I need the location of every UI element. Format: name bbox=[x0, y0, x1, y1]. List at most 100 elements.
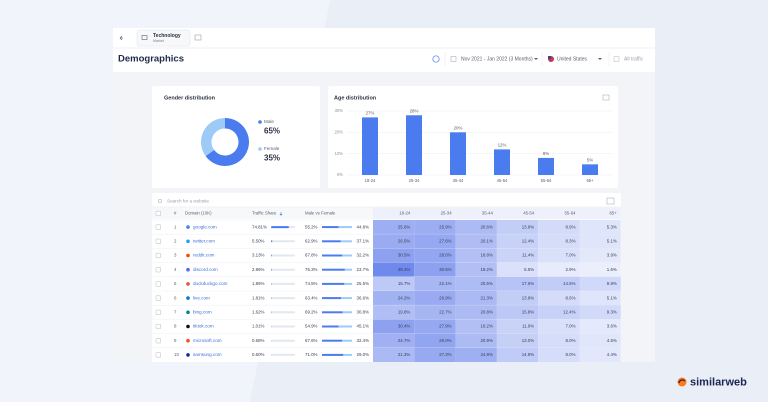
age-share: 5.1% bbox=[607, 238, 617, 243]
domain-link[interactable]: samsung.com bbox=[193, 352, 222, 357]
tab[interactable] bbox=[136, 29, 191, 47]
checkbox[interactable] bbox=[155, 224, 161, 230]
tab-subtitle: Market bbox=[153, 39, 164, 43]
checkbox[interactable] bbox=[155, 210, 161, 217]
domain-link[interactable]: microsoft.com bbox=[193, 338, 222, 343]
column-header[interactable]: Male vs Female bbox=[305, 211, 336, 216]
gender-card bbox=[152, 86, 320, 188]
bar bbox=[494, 149, 510, 175]
heatmap-cell bbox=[496, 305, 539, 320]
column-header[interactable]: 55-64 bbox=[565, 211, 577, 216]
legend-label: Male bbox=[264, 119, 274, 124]
age-share: 19.8% bbox=[398, 309, 411, 314]
traffic-icon bbox=[613, 56, 620, 62]
heatmap-cell bbox=[455, 333, 497, 348]
age-share: 2.9% bbox=[565, 267, 575, 272]
x-tick-label: 18-24 bbox=[365, 178, 376, 183]
share-track bbox=[271, 240, 295, 243]
legend-value: 65% bbox=[264, 127, 280, 136]
domain-link[interactable]: tiktok.com bbox=[193, 324, 214, 329]
domain-link[interactable]: duckduckgo.com bbox=[193, 281, 228, 286]
rank: 7 bbox=[174, 309, 177, 314]
heatmap-cell bbox=[579, 248, 621, 263]
heatmap-cell bbox=[579, 234, 621, 249]
age-share: 3.9% bbox=[607, 253, 617, 258]
traffic-share: 1.81% bbox=[252, 295, 265, 300]
checkbox[interactable] bbox=[155, 281, 161, 287]
checkbox[interactable] bbox=[155, 238, 161, 244]
heatmap-cell bbox=[496, 248, 539, 263]
back-button[interactable] bbox=[119, 35, 123, 41]
data-label: 8% bbox=[543, 151, 549, 156]
calendar-tab[interactable] bbox=[194, 34, 202, 41]
heatmap-cell bbox=[579, 319, 621, 334]
column-header[interactable]: 65+ bbox=[610, 211, 618, 216]
column-header[interactable]: 35-44 bbox=[482, 211, 494, 216]
female-share: 44.8% bbox=[357, 224, 370, 229]
data-label: 27% bbox=[366, 111, 375, 116]
heatmap-cell bbox=[414, 333, 456, 348]
checkbox[interactable] bbox=[155, 352, 161, 358]
age-share: 8.0% bbox=[565, 352, 575, 357]
age-share: 8.3% bbox=[565, 238, 575, 243]
age-share: 27.9% bbox=[439, 324, 452, 329]
heatmap-cell bbox=[373, 305, 415, 320]
heatmap-cell bbox=[414, 262, 456, 277]
rank: 10 bbox=[174, 352, 179, 357]
age-share: 13.0% bbox=[522, 338, 535, 343]
heatmap-cell bbox=[373, 220, 415, 235]
date-range[interactable]: Nov 2021 - Jan 2022 (3 Months) bbox=[461, 56, 533, 62]
checkbox[interactable] bbox=[155, 295, 161, 301]
female-share: 32.2% bbox=[357, 253, 370, 258]
heatmap-cell bbox=[414, 319, 456, 334]
column-header[interactable]: 18-24 bbox=[399, 211, 411, 216]
excel-export[interactable] bbox=[606, 197, 615, 205]
checkbox[interactable] bbox=[155, 267, 161, 273]
domain-link[interactable]: google.com bbox=[193, 224, 217, 229]
column-header: # bbox=[174, 211, 177, 216]
heatmap-cell bbox=[455, 220, 497, 235]
search-input[interactable]: Search for a website bbox=[167, 199, 209, 204]
age-share: 21.3% bbox=[480, 295, 493, 300]
male-bar bbox=[322, 325, 339, 328]
traffic-filter[interactable]: All traffic bbox=[624, 56, 644, 62]
domain-link[interactable]: twitter.com bbox=[193, 239, 215, 244]
heatmap-cell bbox=[373, 234, 415, 249]
age-header-cell bbox=[579, 207, 621, 219]
heatmap-cell bbox=[579, 305, 621, 320]
checkbox[interactable] bbox=[155, 309, 161, 315]
help-icon[interactable] bbox=[432, 55, 440, 63]
column-header[interactable]: Domain (10K) bbox=[185, 211, 212, 216]
domain-link[interactable]: bing.com bbox=[193, 310, 212, 315]
age-share: 19.2% bbox=[480, 324, 493, 329]
domain-link[interactable]: discord.com bbox=[193, 267, 218, 272]
domain-link[interactable]: live.com bbox=[193, 295, 210, 300]
column-header[interactable]: 45-54 bbox=[523, 211, 535, 216]
age-share: 25.9% bbox=[439, 224, 452, 229]
age-share: 27.6% bbox=[439, 238, 452, 243]
share-track bbox=[271, 254, 295, 257]
domain-link[interactable]: reddit.com bbox=[193, 253, 215, 258]
column-header[interactable]: 25-34 bbox=[441, 211, 453, 216]
male-bar bbox=[322, 268, 345, 271]
female-bar bbox=[343, 353, 352, 356]
brand-name: similarweb bbox=[690, 376, 747, 388]
traffic-share: 0.60% bbox=[252, 352, 265, 357]
age-share: 20.9% bbox=[480, 338, 493, 343]
download-button[interactable] bbox=[602, 94, 610, 101]
heatmap-cell bbox=[538, 234, 580, 249]
favicon bbox=[186, 239, 190, 244]
x-tick-label: 25-34 bbox=[409, 178, 420, 183]
bar bbox=[406, 115, 422, 175]
heatmap-cell bbox=[373, 291, 415, 306]
column-header[interactable]: Traffic Share bbox=[252, 211, 277, 216]
data-label: 28% bbox=[410, 108, 419, 113]
heatmap-cell bbox=[414, 248, 456, 263]
tab-icon bbox=[141, 35, 148, 40]
country[interactable]: United States bbox=[557, 56, 588, 62]
checkbox[interactable] bbox=[155, 323, 161, 330]
checkbox[interactable] bbox=[155, 338, 161, 344]
female-share: 45.1% bbox=[357, 324, 370, 329]
age-share: 9.3% bbox=[607, 309, 617, 314]
checkbox[interactable] bbox=[155, 252, 161, 259]
